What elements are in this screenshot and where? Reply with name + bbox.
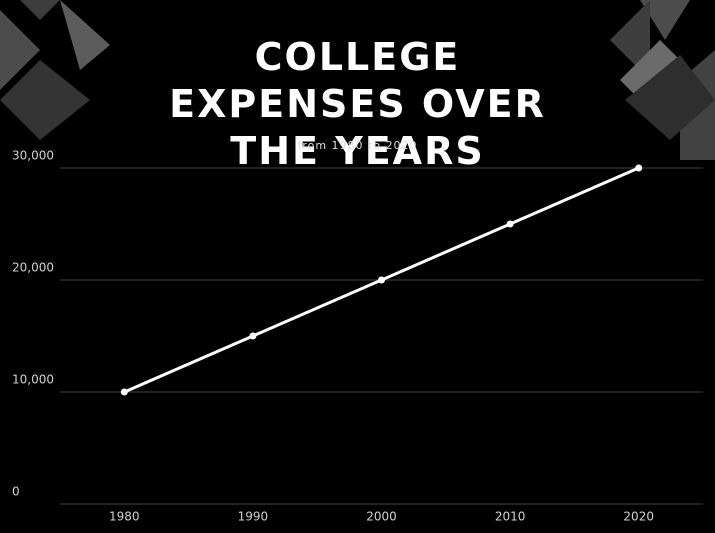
data-point [120, 388, 128, 396]
y-tick-label: 20,000 [12, 261, 54, 275]
y-tick-label: 0 [12, 485, 20, 499]
chart-title: COLLEGE EXPENSES OVER THE YEARS [169, 35, 546, 173]
chart-subtitle: from 1980 to 2020 [297, 139, 418, 152]
decoration [0, 0, 715, 160]
y-tick-label: 10,000 [12, 373, 54, 387]
x-tick-label: 2020 [623, 510, 654, 524]
x-tick-label: 2010 [495, 510, 526, 524]
data-point [506, 220, 514, 228]
y-tick-label: 30,000 [12, 149, 54, 163]
x-tick-label: 1980 [109, 510, 140, 524]
data-point [635, 164, 643, 172]
x-tick-label: 2000 [366, 510, 397, 524]
data-point [378, 276, 385, 284]
x-tick-label: 1990 [238, 510, 269, 524]
data-point [249, 332, 257, 340]
